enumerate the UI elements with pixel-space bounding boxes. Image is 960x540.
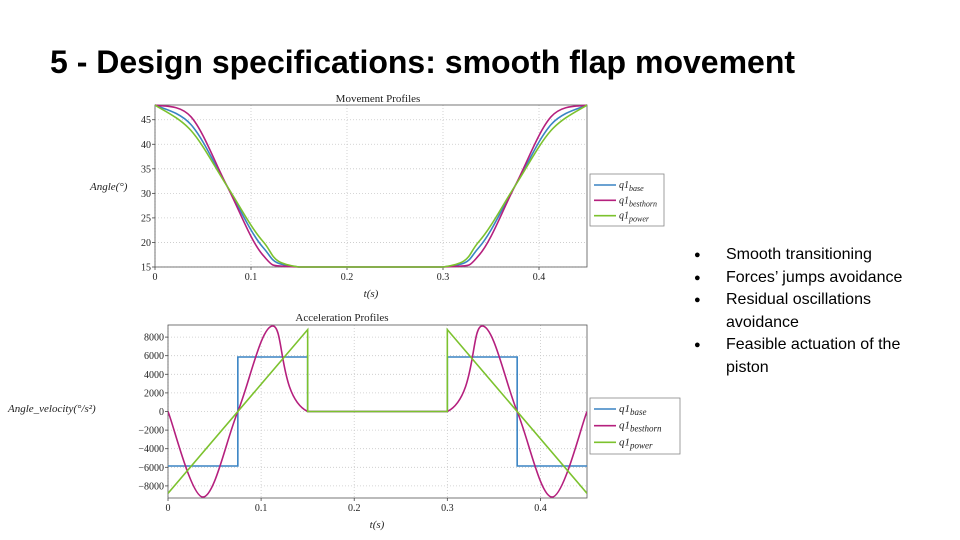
legend-entry: q1base <box>619 180 644 193</box>
x-tick-label: 0.1 <box>255 503 268 514</box>
x-tick-label: 0.1 <box>245 272 258 283</box>
y-axis-label: Angle_velocity(°/s²) <box>7 403 96 415</box>
movement-chart: 0 0.1 0.2 0.3 0.4 15 20 25 30 35 40 45 Movement Prof… <box>89 93 665 300</box>
bullet-item: Forces’ jumps avoidance <box>694 267 944 290</box>
acceleration-chart: 0 0.1 0.2 0.3 0.4 −8000 −6000 −4000 −2000 0 2000 40… <box>7 312 681 531</box>
y-tick-label: 40 <box>141 140 151 151</box>
y-axis-label: Angle(°) <box>89 181 128 193</box>
bullet-item: Feasible actuation of the piston <box>694 334 944 379</box>
slide-title: 5 - Design specifications: smooth flap m… <box>50 44 796 80</box>
y-tick-label: 8000 <box>144 333 164 344</box>
chart-title: Acceleration Profiles <box>295 312 388 324</box>
x-tick-label: 0.3 <box>437 272 450 283</box>
y-tick-label: −6000 <box>138 463 164 474</box>
x-tick-label: 0.2 <box>348 503 361 514</box>
x-axis-label: t(s) <box>364 288 379 300</box>
bullet-item: Residual oscillations avoidance <box>694 289 944 334</box>
legend-entry: q1power <box>619 211 650 224</box>
bullet-item: Smooth transitioning <box>694 244 944 267</box>
chart-title: Movement Profiles <box>336 93 421 105</box>
y-tick-label: 35 <box>141 164 151 175</box>
y-tick-label: 0 <box>159 407 164 418</box>
y-tick-label: 45 <box>141 115 151 126</box>
series-line-q1-power <box>155 104 587 268</box>
y-tick-label: 25 <box>141 213 151 224</box>
bullet-list: Smooth transitioning Forces’ jumps avoid… <box>694 244 944 379</box>
y-tick-label: 20 <box>141 238 151 249</box>
y-tick-label: 15 <box>141 263 151 274</box>
x-tick-label: 0.2 <box>341 272 354 283</box>
x-tick-label: 0.3 <box>441 503 454 514</box>
legend-entry: q1besthorn <box>619 195 657 208</box>
y-tick-label: 30 <box>141 189 151 200</box>
x-tick-label: 0 <box>153 272 158 283</box>
y-tick-label: 2000 <box>144 388 164 399</box>
x-tick-label: 0 <box>166 503 171 514</box>
legend-entry: q1base <box>619 403 647 417</box>
x-axis-label: t(s) <box>370 519 385 531</box>
legend-entry: q1power <box>619 436 653 450</box>
y-tick-label: −8000 <box>138 481 164 492</box>
series-line-q1-power <box>168 327 587 494</box>
y-tick-label: −4000 <box>138 444 164 455</box>
y-tick-label: 4000 <box>144 370 164 381</box>
y-tick-label: 6000 <box>144 351 164 362</box>
x-tick-label: 0.4 <box>534 503 547 514</box>
x-tick-label: 0.4 <box>533 272 546 283</box>
y-tick-label: −2000 <box>138 426 164 437</box>
legend-entry: q1besthorn <box>619 420 662 434</box>
